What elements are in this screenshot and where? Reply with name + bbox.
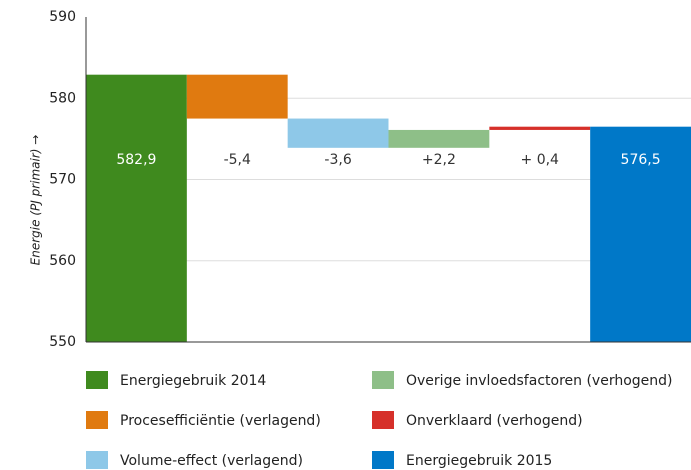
y-tick-label: 560 (49, 253, 76, 269)
legend-label: Energiegebruik 2015 (406, 453, 552, 469)
legend-label: Procesefficiëntie (verlagend) (120, 413, 321, 429)
legend-swatch (86, 411, 108, 429)
legend-swatch (86, 371, 108, 389)
legend-label: Onverklaard (verhogend) (406, 413, 583, 429)
bar (388, 129, 490, 148)
value-label: + 0,4 (521, 152, 560, 168)
value-label: -5,4 (224, 152, 251, 168)
value-label: 576,5 (621, 152, 661, 168)
bar (186, 74, 288, 119)
legend-label: Volume-effect (verlagend) (120, 453, 303, 469)
legend-label: Energiegebruik 2014 (120, 373, 266, 389)
value-label: +2,2 (422, 152, 456, 168)
bar (86, 74, 187, 342)
bar (590, 126, 691, 342)
legend-swatch (372, 371, 394, 389)
legend-label: Overige invloedsfactoren (verhogend) (406, 373, 673, 389)
y-axis-title: Energie (PJ primair) → (29, 135, 43, 266)
value-label: -3,6 (324, 152, 351, 168)
bar (489, 126, 591, 130)
y-tick-label: 570 (49, 172, 76, 188)
y-tick-label: 550 (49, 334, 76, 350)
y-tick-label: 590 (49, 9, 76, 25)
y-tick-label: 580 (49, 90, 76, 106)
legend-swatch (86, 451, 108, 469)
legend-swatch (372, 451, 394, 469)
legend-swatch (372, 411, 394, 429)
bar (287, 118, 389, 148)
value-label: 582,9 (116, 152, 156, 168)
